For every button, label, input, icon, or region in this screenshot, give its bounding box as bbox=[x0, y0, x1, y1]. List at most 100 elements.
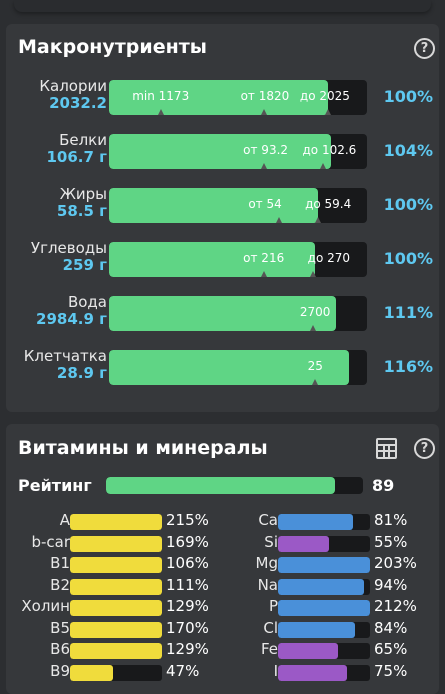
range-label: от 54 bbox=[248, 197, 282, 211]
nutrient-bar-fill bbox=[278, 643, 338, 659]
macro-row[interactable]: Белки 106.7 г от 93.2 до 102.6 104% bbox=[6, 131, 439, 174]
nutrient-percent: 75% bbox=[374, 661, 408, 680]
range-tick-marker bbox=[320, 163, 327, 169]
question-circle-icon[interactable]: ? bbox=[414, 38, 435, 59]
nutrient-row[interactable]: B5 170% bbox=[6, 618, 216, 638]
nutrient-name: Si bbox=[264, 532, 278, 551]
range-label: до 59.4 bbox=[305, 197, 352, 211]
nutrient-name: Mg bbox=[255, 554, 278, 572]
macro-progress-fill bbox=[109, 80, 329, 115]
nutrient-percent: 111% bbox=[166, 575, 209, 594]
nutrient-row[interactable]: B6 129% bbox=[6, 640, 216, 659]
nutrient-bar bbox=[70, 664, 162, 681]
nutrient-row[interactable]: A 215% bbox=[6, 511, 216, 530]
macro-progress-bar: 2700 bbox=[109, 296, 367, 331]
macro-value: 259 г bbox=[62, 256, 107, 274]
nutrient-bar-fill bbox=[70, 535, 162, 552]
nutrient-row[interactable]: Fe 65% bbox=[214, 640, 424, 659]
macro-name: Углеводы bbox=[30, 239, 107, 257]
nutrient-bar-fill bbox=[278, 535, 329, 552]
nutrient-name: A bbox=[59, 511, 70, 529]
nutrient-name: P bbox=[268, 597, 278, 615]
macro-name: Жиры bbox=[59, 185, 107, 203]
nutrient-name: Na bbox=[257, 575, 278, 594]
range-tick-marker bbox=[314, 217, 321, 223]
nutrient-bar bbox=[278, 514, 370, 530]
nutrient-bar bbox=[70, 600, 162, 616]
range-label: от 1820 bbox=[240, 89, 290, 103]
question-circle-icon[interactable]: ? bbox=[414, 438, 435, 459]
macro-value: 106.7 г bbox=[46, 148, 107, 166]
macro-percent: 100% bbox=[383, 87, 433, 106]
nutrient-percent: 170% bbox=[166, 618, 209, 637]
nutrient-percent: 94% bbox=[374, 575, 408, 594]
nutrient-bar-fill bbox=[70, 600, 162, 616]
range-tick-marker bbox=[260, 271, 267, 277]
nutrient-row[interactable]: B9 47% bbox=[6, 661, 216, 681]
nutrient-bar-fill bbox=[278, 664, 347, 681]
nutrient-percent: 65% bbox=[374, 640, 408, 658]
nutrient-bar-fill bbox=[278, 514, 353, 530]
nutrient-bar-fill bbox=[70, 621, 162, 638]
range-label: от 93.2 bbox=[243, 143, 289, 157]
top-bar bbox=[0, 0, 445, 16]
nutrient-row[interactable]: Mg 203% bbox=[214, 554, 424, 573]
range-label: min 1173 bbox=[132, 89, 190, 103]
nutrient-percent: 203% bbox=[374, 554, 417, 572]
top-bar-strip bbox=[14, 0, 431, 12]
nutrient-bar bbox=[278, 643, 370, 659]
rating-value: 89 bbox=[372, 476, 395, 495]
macro-row[interactable]: Жиры 58.5 г от 54 до 59.4 100% bbox=[6, 185, 439, 228]
nutrient-percent: 81% bbox=[374, 511, 408, 529]
nutrient-row[interactable]: I 75% bbox=[214, 661, 424, 681]
nutrient-row[interactable]: Si 55% bbox=[214, 532, 424, 552]
nutrient-bar-fill bbox=[70, 664, 114, 681]
macro-progress-bar: min 1173 от 1820 до 2025 bbox=[109, 80, 367, 115]
nutrient-row[interactable]: B2 111% bbox=[6, 575, 216, 595]
range-tick-marker bbox=[309, 325, 316, 331]
nutrient-name: B1 bbox=[50, 554, 70, 572]
nutrient-bar-fill bbox=[278, 578, 365, 595]
nutrient-bar-fill bbox=[278, 621, 356, 638]
nutrient-row[interactable]: b-car 169% bbox=[6, 532, 216, 552]
nutrient-row[interactable]: Na 94% bbox=[214, 575, 424, 595]
rating-bar-fill bbox=[106, 477, 335, 494]
nutrient-name: I bbox=[273, 661, 278, 680]
nutrient-name: B6 bbox=[50, 640, 70, 658]
macro-value: 28.9 г bbox=[56, 364, 107, 382]
range-tick-marker bbox=[260, 109, 267, 115]
macro-row[interactable]: Углеводы 259 г от 216 до 270 100% bbox=[6, 239, 439, 282]
nutrient-name: Холин bbox=[21, 597, 70, 615]
nutrient-bar-fill bbox=[70, 557, 162, 573]
macro-progress-bar: от 54 до 59.4 bbox=[109, 188, 367, 223]
nutrient-row[interactable]: P 212% bbox=[214, 597, 424, 616]
macro-row[interactable]: Калории 2032.2 min 1173 от 1820 до 2025 100% bbox=[6, 77, 439, 120]
nutrient-bar bbox=[278, 621, 370, 638]
table-icon[interactable] bbox=[376, 438, 397, 459]
nutrient-percent: 84% bbox=[374, 618, 408, 637]
nutrient-bar bbox=[70, 621, 162, 638]
nutrient-name: Cl bbox=[263, 618, 278, 637]
nutrient-percent: 47% bbox=[166, 661, 200, 680]
macro-name: Клетчатка bbox=[23, 347, 107, 365]
range-tick-marker bbox=[309, 271, 316, 277]
macro-percent: 111% bbox=[383, 303, 433, 322]
nutrient-row[interactable]: Ca 81% bbox=[214, 511, 424, 530]
macro-progress-fill bbox=[109, 296, 337, 331]
nutrient-row[interactable]: Холин 129% bbox=[6, 597, 216, 616]
rating-bar bbox=[106, 477, 363, 494]
nutrient-bar bbox=[70, 557, 162, 573]
range-tick-marker bbox=[157, 109, 164, 115]
range-tick-marker bbox=[312, 379, 319, 385]
nutrient-row[interactable]: Cl 84% bbox=[214, 618, 424, 638]
macro-name: Белки bbox=[59, 131, 107, 149]
nutrient-name: B2 bbox=[50, 575, 70, 594]
nutrient-bar bbox=[278, 600, 370, 616]
nutrient-percent: 169% bbox=[166, 532, 209, 551]
macro-value: 2032.2 bbox=[49, 94, 107, 112]
nutrient-percent: 212% bbox=[374, 597, 417, 615]
macro-row[interactable]: Вода 2984.9 г 2700 111% bbox=[6, 293, 439, 336]
nutrient-row[interactable]: B1 106% bbox=[6, 554, 216, 573]
macronutrients-card: Макронутриенты ? Калории 2032.2 min 1173 от… bbox=[6, 24, 439, 412]
macro-row[interactable]: Клетчатка 28.9 г 25 116% bbox=[6, 347, 439, 390]
